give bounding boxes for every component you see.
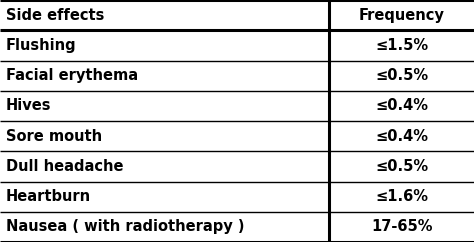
Text: ≤0.4%: ≤0.4% xyxy=(375,129,428,144)
Text: Facial erythema: Facial erythema xyxy=(6,68,138,83)
Text: Heartburn: Heartburn xyxy=(6,189,91,204)
Text: ≤1.5%: ≤1.5% xyxy=(375,38,428,53)
Text: ≤0.5%: ≤0.5% xyxy=(375,68,428,83)
Text: Frequency: Frequency xyxy=(359,8,445,23)
Text: Nausea ( with radiotherapy ): Nausea ( with radiotherapy ) xyxy=(6,219,244,234)
Text: 17-65%: 17-65% xyxy=(371,219,432,234)
Text: Flushing: Flushing xyxy=(6,38,76,53)
Text: ≤1.6%: ≤1.6% xyxy=(375,189,428,204)
Text: Dull headache: Dull headache xyxy=(6,159,123,174)
Text: ≤0.4%: ≤0.4% xyxy=(375,98,428,113)
Text: Hives: Hives xyxy=(6,98,51,113)
Text: Side effects: Side effects xyxy=(6,8,104,23)
Text: ≤0.5%: ≤0.5% xyxy=(375,159,428,174)
Text: Sore mouth: Sore mouth xyxy=(6,129,102,144)
